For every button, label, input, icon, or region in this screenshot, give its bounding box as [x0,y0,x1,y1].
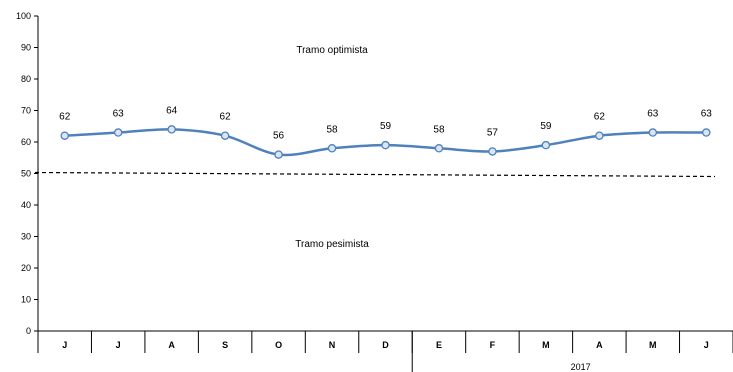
data-label: 63 [113,109,125,120]
category-label: O [275,340,282,350]
data-point [648,128,658,137]
data-label: 63 [701,109,713,120]
data-point [327,144,337,153]
category-label: J [116,340,121,350]
data-label: 56 [273,131,285,142]
y-tick-label: 20 [21,263,31,273]
y-tick-label: 30 [21,232,31,242]
data-point [381,140,390,150]
y-tick-label: 40 [21,200,31,210]
data-point [113,128,123,137]
category-label: N [329,340,336,350]
category-label: M [649,340,657,350]
category-label: F [490,340,496,350]
y-tick-label: 10 [21,295,31,305]
category-label: J [704,340,709,350]
y-tick-label: 70 [21,106,31,116]
category-label: J [62,340,67,350]
data-point [220,131,230,140]
data-point [434,144,444,153]
data-point [488,147,497,156]
data-labels: 62 63 64 62 56 58 59 58 57 59 62 63 63 [59,105,712,141]
data-label: 59 [380,121,392,132]
data-label: 58 [326,124,338,135]
data-label: 63 [647,109,659,120]
data-point [595,131,604,140]
data-label: 64 [166,105,178,116]
y-tick-label: 100 [16,11,31,21]
data-point [274,150,283,159]
year-label: 2017 [571,362,591,372]
y-tick-label: 90 [21,43,31,53]
category-label: S [222,340,228,350]
y-tick-label: 80 [21,74,31,84]
optimistic-zone-label: Tramo optimista [296,45,368,56]
category-label: D [382,340,389,350]
category-label: A [168,340,175,350]
y-tick-label: 50 [21,169,31,179]
chart-axes: 0 10 20 30 40 50 60 70 80 90 100 [16,11,733,372]
category-label: M [542,340,550,350]
data-label: 58 [433,124,445,135]
data-label: 57 [487,127,499,138]
threshold-line [34,171,716,178]
y-tick-label: 60 [21,137,31,147]
data-markers [60,125,711,159]
data-point [60,131,69,140]
data-point [541,140,551,150]
category-label: E [436,340,442,350]
data-point [167,125,176,134]
y-tick-label: 0 [26,326,31,336]
data-label: 59 [540,121,552,132]
data-label: 62 [220,112,232,123]
data-point [702,128,711,137]
pessimistic-zone-label: Tramo pesimista [295,239,369,250]
category-label: A [596,340,603,350]
data-label: 62 [594,112,606,123]
data-label: 62 [59,112,71,123]
